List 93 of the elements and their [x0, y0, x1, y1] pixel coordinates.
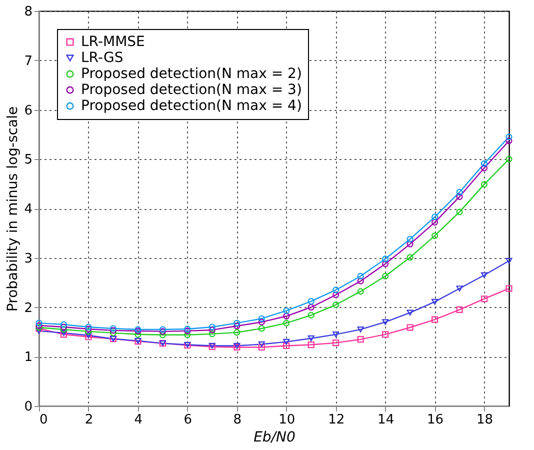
x-tick-label: 18 [476, 412, 494, 428]
legend-label: Proposed detection(N max = 4) [81, 98, 302, 114]
point [332, 286, 340, 294]
y-tick-label: 6 [24, 103, 32, 118]
point [456, 306, 463, 314]
y-tick-label: 1 [24, 350, 32, 366]
point [184, 332, 191, 338]
point [258, 315, 265, 322]
legend-label: Proposed detection(N max = 2) [81, 66, 302, 82]
point [308, 304, 314, 311]
point [332, 340, 340, 346]
x-tick-label: 10 [278, 412, 296, 428]
point [60, 326, 68, 333]
point [308, 298, 314, 305]
y-tick-label: 4 [24, 202, 32, 217]
point [456, 208, 463, 216]
x-tick-label: 14 [378, 412, 394, 428]
point [382, 331, 389, 338]
point [456, 188, 463, 196]
point [382, 319, 389, 325]
point [382, 256, 389, 262]
point [406, 240, 414, 248]
point [258, 341, 265, 348]
point [456, 286, 463, 292]
point [308, 335, 314, 342]
point [332, 292, 340, 298]
x-tick-label: 12 [328, 412, 345, 428]
y-tick-label: 5 [24, 152, 32, 168]
point [60, 324, 68, 330]
point [332, 331, 340, 338]
point [308, 312, 314, 318]
point [406, 324, 414, 331]
point [208, 324, 216, 330]
point [159, 332, 166, 338]
point [480, 181, 488, 188]
point [283, 312, 290, 320]
point [258, 325, 265, 332]
point [234, 329, 240, 336]
x-tick-label: 4 [134, 412, 143, 428]
point [357, 336, 364, 343]
point [332, 302, 340, 308]
point [258, 344, 265, 351]
point [283, 338, 290, 345]
point [432, 232, 438, 239]
point [480, 296, 488, 302]
point [60, 321, 68, 328]
point [480, 272, 488, 278]
point [283, 307, 290, 314]
point [357, 326, 364, 332]
x-tick-label: 16 [427, 412, 444, 428]
point [406, 310, 414, 316]
y-tick-label: 2 [24, 300, 32, 316]
point [506, 258, 512, 264]
point [208, 330, 216, 338]
point [258, 318, 265, 326]
x-tick-label: 2 [84, 412, 94, 428]
legend-label: Proposed detection(N max = 3) [81, 82, 302, 98]
point [283, 320, 290, 326]
point [406, 236, 414, 242]
point [357, 272, 364, 280]
point [432, 219, 438, 226]
point [456, 193, 463, 200]
point [382, 272, 389, 280]
point [406, 254, 414, 261]
point [357, 278, 364, 284]
x-axis-title: Eb/N0 [254, 430, 296, 446]
point [432, 316, 438, 323]
point [432, 298, 438, 305]
point [480, 160, 488, 167]
y-tick-label: 0 [24, 400, 32, 414]
point [382, 260, 389, 268]
x-tick-label: 8 [233, 412, 242, 428]
point [234, 322, 240, 330]
legend-label: LR-GS [81, 50, 124, 66]
point [506, 285, 512, 292]
legend-label: LR-MMSE [81, 34, 145, 50]
point [283, 342, 290, 350]
y-tick-label: 8 [24, 4, 32, 20]
y-tick-label: 3 [24, 251, 32, 266]
y-axis-title: Probability in minus log-scale [5, 106, 22, 312]
point [134, 331, 142, 338]
point [432, 214, 438, 220]
point [480, 164, 488, 172]
point [308, 341, 314, 348]
x-tick-label: 6 [184, 412, 192, 428]
point [85, 328, 92, 335]
point [357, 288, 364, 295]
x-tick-label: 0 [40, 412, 48, 428]
point [208, 326, 216, 334]
point [110, 330, 116, 336]
point [36, 328, 42, 334]
point [234, 320, 240, 326]
y-tick-label: 7 [24, 54, 32, 69]
